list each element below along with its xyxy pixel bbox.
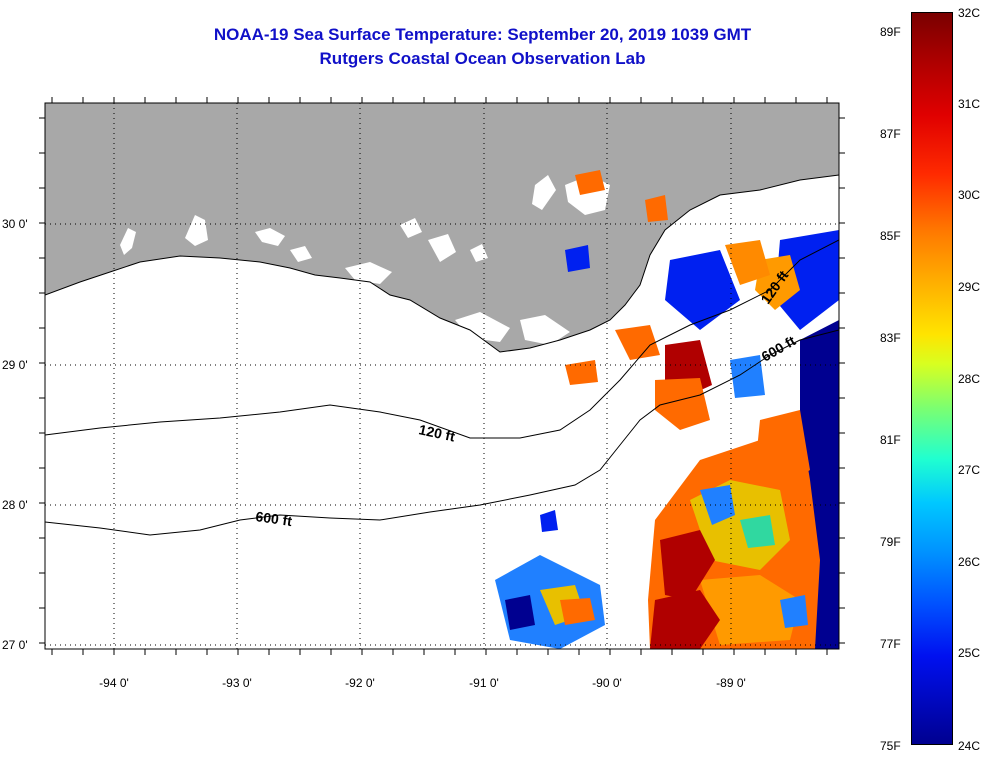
graticule	[45, 103, 839, 649]
colorbar-c-29: 29C	[958, 280, 981, 294]
map-frame	[44, 102, 840, 650]
contour-label-600ft-west: 600 ft	[255, 508, 294, 529]
lat-label-27: 27 0'	[2, 638, 28, 652]
lon-label-93: -93 0'	[222, 676, 252, 690]
lon-label-91: -91 0'	[469, 676, 499, 690]
lat-label-28: 28 0'	[2, 498, 28, 512]
colorbar-c-32: 32C	[958, 6, 981, 20]
lon-label-89: -89 0'	[716, 676, 746, 690]
colorbar-c-28: 28C	[958, 372, 981, 386]
colorbar-c-30: 30C	[958, 188, 981, 202]
sst-data-overlay	[495, 170, 839, 649]
lon-label-90: -90 0'	[592, 676, 622, 690]
colorbar-f-89: 89F	[880, 25, 901, 39]
map-subtitle: Rutgers Coastal Ocean Observation Lab	[319, 49, 646, 68]
coastline	[45, 174, 839, 353]
axis-ticks	[39, 97, 845, 655]
colorbar-f-87: 87F	[880, 127, 901, 141]
colorbar-c-25: 25C	[958, 646, 981, 660]
colorbar-f-85: 85F	[880, 229, 901, 243]
colorbar-f-79: 79F	[880, 535, 901, 549]
contour-120ft	[45, 239, 839, 439]
colorbar-f-75: 75F	[880, 739, 901, 753]
lat-label-30: 30 0'	[2, 217, 28, 231]
map-title: NOAA-19 Sea Surface Temperature: Septemb…	[213, 25, 752, 44]
colorbar-f-81: 81F	[880, 433, 901, 447]
contour-label-120ft-west: 120 ft	[417, 421, 456, 444]
temperature-colorbar	[911, 12, 953, 745]
colorbar-c-24: 24C	[958, 739, 981, 753]
land-mass	[45, 103, 839, 352]
colorbar-c-26: 26C	[958, 555, 981, 569]
colorbar-f-77: 77F	[880, 637, 901, 651]
contour-600ft	[45, 329, 839, 536]
lon-label-92: -92 0'	[345, 676, 375, 690]
colorbar-c-27: 27C	[958, 463, 981, 477]
colorbar-f-83: 83F	[880, 331, 901, 345]
lon-label-94: -94 0'	[99, 676, 129, 690]
lat-label-29: 29 0'	[2, 358, 28, 372]
colorbar-c-31: 31C	[958, 97, 981, 111]
